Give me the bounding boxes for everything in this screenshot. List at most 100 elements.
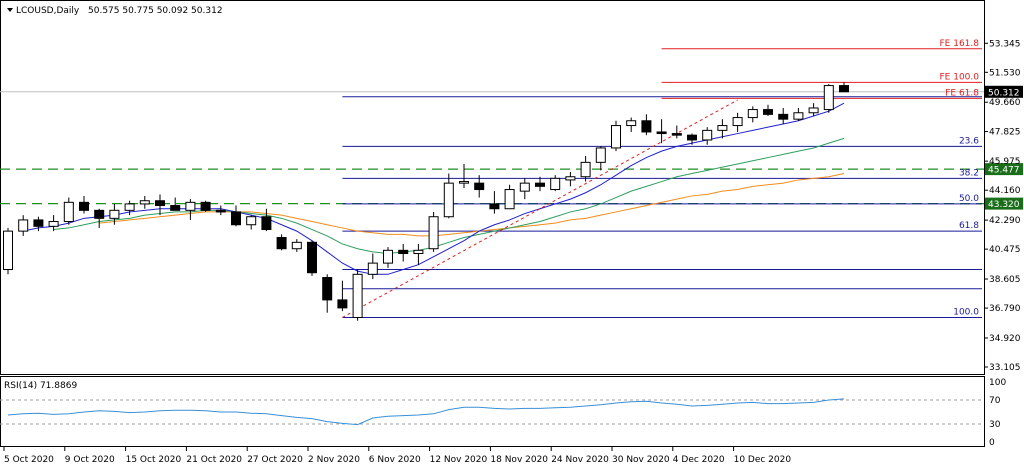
y-tick-label: 53.345 [989, 39, 1021, 49]
rsi-tick-label: 30 [989, 420, 1001, 430]
candle-body [398, 249, 409, 255]
candle-body [747, 109, 758, 119]
candle [170, 197, 181, 211]
candle [595, 146, 606, 171]
candle [535, 176, 545, 192]
candle-body [793, 112, 804, 120]
symbol-header: LCOUSD,Daily [16, 6, 80, 16]
candle [337, 280, 348, 312]
candle-body [732, 117, 743, 127]
candle-body [139, 200, 150, 205]
candle-body [155, 200, 165, 207]
expansion-level-label: FE 161.8 [940, 39, 980, 49]
candle-body [170, 205, 181, 211]
candle [474, 175, 485, 198]
rsi-line [7, 398, 845, 426]
candle-body [808, 107, 819, 114]
candle-body [94, 209, 105, 219]
candle [839, 82, 849, 93]
candle-body [33, 219, 44, 227]
candle [413, 243, 424, 265]
main-pane [0, 0, 985, 375]
fib-level-label: 50.0 [959, 194, 979, 204]
candle [671, 125, 682, 139]
candle [124, 200, 135, 216]
candle [18, 215, 29, 236]
fib-level-label: 100.0 [953, 307, 979, 317]
candle-body [763, 109, 773, 115]
y-tick-label: 38.605 [989, 275, 1021, 285]
candle-body [626, 120, 637, 127]
candle [185, 199, 196, 220]
candle [155, 194, 165, 216]
candle [3, 227, 13, 275]
collapse-triangle-icon[interactable] [7, 8, 13, 12]
candle-body [519, 182, 530, 192]
y-tick-label: 34.920 [989, 334, 1021, 344]
candle [823, 83, 834, 113]
candle-body [641, 120, 652, 133]
candle [109, 203, 120, 225]
x-tick-label: 30 Nov 2020 [612, 455, 670, 465]
candle [702, 127, 713, 145]
candle-body [504, 189, 515, 210]
candle [504, 184, 515, 210]
candle-body [565, 176, 576, 181]
candle [307, 240, 317, 276]
fib-level-label: 61.8 [959, 221, 979, 231]
candle [793, 107, 804, 121]
candle [489, 191, 500, 214]
candle [398, 243, 409, 262]
x-tick-label: 15 Oct 2020 [126, 455, 182, 465]
candle-body [322, 277, 333, 301]
candle [641, 114, 652, 136]
candle [550, 175, 561, 192]
candle [200, 200, 211, 212]
candle [79, 195, 89, 214]
y-tick-label: 33.105 [989, 363, 1021, 373]
x-tick-label: 2 Nov 2020 [308, 455, 360, 465]
candle-body [352, 273, 363, 318]
candle-body [595, 147, 606, 163]
candle-body [671, 133, 682, 136]
rsi-tick-label: 0 [989, 438, 995, 448]
candle-body [109, 209, 120, 219]
y-tick-label: 44.160 [989, 186, 1021, 196]
candle [717, 119, 728, 139]
candle-body [215, 209, 226, 213]
candle-body [839, 85, 849, 93]
x-tick-label: 5 Oct 2020 [4, 455, 54, 465]
candle [231, 205, 241, 227]
candle-body [413, 249, 424, 255]
last-price-box [985, 85, 1023, 98]
candle [48, 215, 59, 232]
candle [367, 253, 378, 280]
fib-level-label: 38.2 [959, 168, 979, 178]
candle [565, 171, 576, 187]
candle [261, 208, 272, 232]
candle [94, 208, 105, 228]
candle-body [717, 125, 728, 131]
candle [747, 106, 758, 123]
candle-body [443, 182, 454, 218]
candle-body [611, 125, 621, 149]
y-tick-label: 51.530 [989, 68, 1021, 78]
candle [33, 216, 44, 232]
ma-mid-line [53, 137, 845, 255]
candle [656, 119, 667, 144]
x-tick-label: 10 Dec 2020 [734, 455, 792, 465]
candle-body [367, 262, 378, 275]
candle-body [489, 203, 500, 210]
candle-body [656, 131, 667, 135]
candle [383, 247, 393, 268]
expansion-level-label: FE 100.0 [940, 72, 980, 82]
y-tick-label: 42.290 [989, 216, 1021, 226]
candle [352, 269, 363, 321]
candle [63, 197, 74, 225]
candle [459, 163, 469, 188]
x-tick-label: 21 Oct 2020 [186, 455, 242, 465]
candle-body [246, 216, 257, 226]
candle-body [3, 230, 13, 271]
candle [808, 103, 819, 116]
